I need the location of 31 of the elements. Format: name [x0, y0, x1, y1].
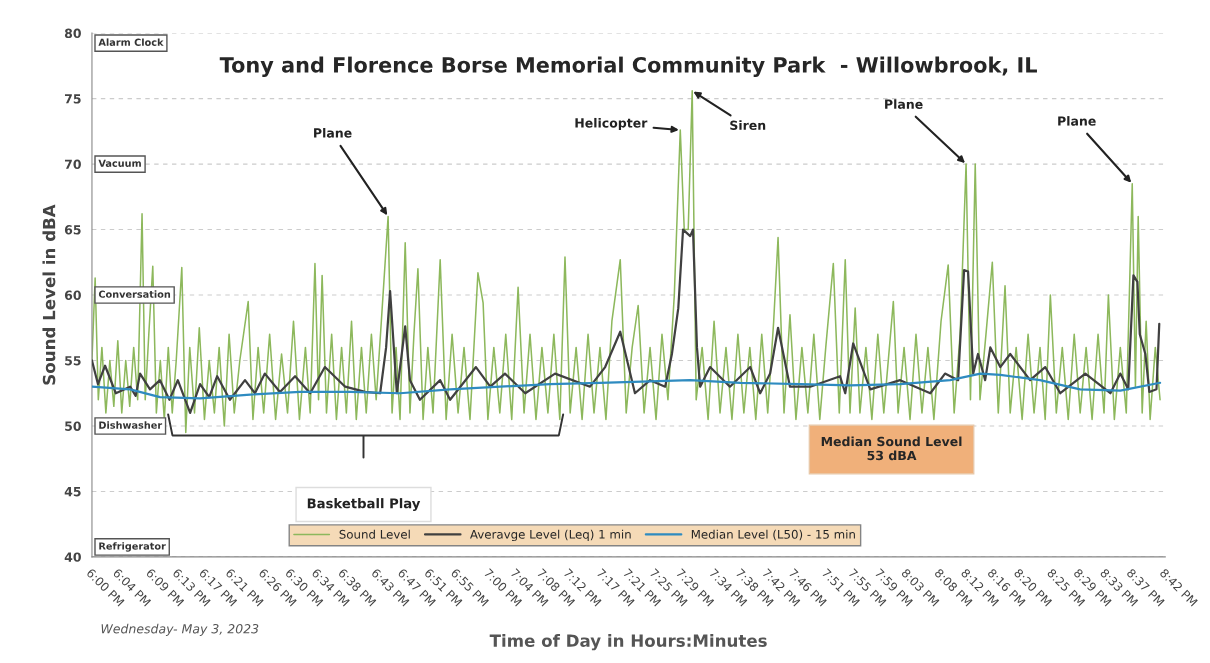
- y-tick-label: 50: [65, 421, 81, 431]
- annotation: Helicopter: [575, 117, 648, 131]
- line-series: [91, 89, 1161, 434]
- annotation: Basketball Play: [307, 498, 421, 511]
- x-axis-title: Time of Day in Hours:Minutes: [489, 634, 767, 651]
- annotation: Median Sound Level 53 dBA: [821, 436, 962, 461]
- annotation: Conversation: [98, 290, 171, 298]
- annotation: Plane: [314, 127, 352, 138]
- y-tick-label: 55: [65, 356, 81, 366]
- legend-label: Median Level (L50) - 15 min: [691, 529, 855, 541]
- annotation: Plane: [885, 99, 923, 109]
- y-tick-label: 40: [64, 552, 81, 562]
- legend-label: Averavge Level (Leq) 1 min: [470, 529, 631, 542]
- annotation: Plane: [1058, 116, 1096, 126]
- y-tick-label: 60: [64, 290, 81, 300]
- y-axis-title: Sound Level in dBA: [42, 204, 56, 385]
- legend-label: Sound Level: [339, 529, 410, 539]
- annotation: Alarm Clock: [98, 38, 164, 46]
- annotation: Siren: [730, 120, 766, 131]
- annotation: Refrigerator: [99, 542, 166, 552]
- annotation: Dishwasher: [99, 421, 163, 429]
- annotation: Vacuum: [98, 159, 141, 167]
- text: Tony and Florence Borse Memorial Community Park - Willowbrook, IL: [219, 56, 1037, 77]
- y-tick-label: 65: [64, 225, 81, 235]
- text: Wednesday- May 3, 2023: [101, 623, 259, 636]
- y-tick-label: 80: [64, 28, 81, 39]
- y-tick-label: 45: [64, 487, 81, 497]
- line-series: [91, 228, 1161, 414]
- y-tick-label: 70: [64, 159, 81, 170]
- y-tick-label: 75: [64, 94, 81, 104]
- line-series: [91, 372, 1162, 400]
